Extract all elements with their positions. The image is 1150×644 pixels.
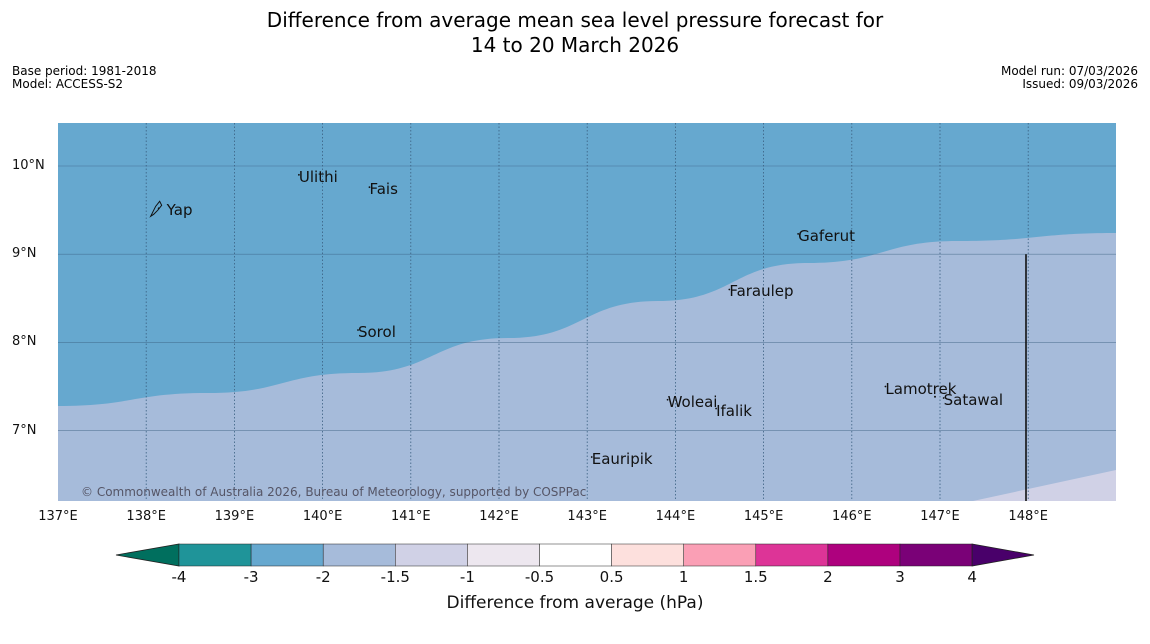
island-marker-sorol	[357, 329, 359, 331]
colorbar-segment-5	[539, 543, 612, 567]
colorbar-tick-label: 1	[678, 568, 689, 586]
model-run: Model run: 07/03/2026	[1000, 64, 1138, 78]
colorbar-segment-9	[827, 543, 901, 567]
lon-tick-label: 141°E	[391, 509, 431, 524]
colorbar-segment-3	[395, 543, 468, 567]
place-label-ulithi: Ulithi	[298, 167, 338, 186]
colorbar-segment-1	[250, 543, 324, 567]
island-marker-eauripik	[590, 456, 593, 458]
colorbar-extend-high	[971, 543, 1035, 567]
colorbar-tick-label: -4	[171, 568, 187, 586]
colorbar-tick-label: -1	[459, 568, 475, 586]
model-name: Model: ACCESS-S2	[12, 77, 124, 91]
colorbar	[115, 543, 1035, 567]
islet-marker	[934, 395, 936, 398]
place-label-lamotrek: Lamotrek	[885, 379, 957, 398]
issued-date: Issued: 09/03/2026	[1022, 77, 1138, 91]
island-marker-gaferut	[797, 233, 800, 235]
island-marker-faraulep	[728, 288, 731, 291]
yap-island	[149, 200, 163, 218]
place-label-satawal: Satawal	[943, 390, 1004, 409]
colorbar-tick-label: 1.5	[743, 568, 768, 586]
lat-tick-label: 9°N	[12, 246, 37, 262]
place-label-sorol: Sorol	[357, 323, 396, 342]
lon-tick-label: 148°E	[1008, 509, 1048, 524]
island-marker-ifalik	[715, 407, 717, 410]
colorbar-segment-2	[322, 543, 396, 567]
metadata-left: Base period: 1981-2018 Model: ACCESS-S2	[12, 65, 157, 91]
colorbar-title: Difference from average (hPa)	[446, 593, 704, 613]
base-period: Base period: 1981-2018	[12, 64, 157, 78]
place-label-ifalik: Ifalik	[716, 401, 752, 420]
colorbar-segment-0	[178, 543, 252, 567]
colorbar-tick-label: -0.5	[524, 568, 555, 586]
island-marker-satawal	[942, 397, 945, 399]
contour-band-minus2	[58, 233, 1116, 501]
title-line-1: Difference from average mean sea level p…	[266, 8, 884, 32]
place-label-eauripik: Eauripik	[591, 450, 653, 469]
colorbar-tick-label: 2	[823, 568, 833, 586]
metadata-right: Model run: 07/03/2026 Issued: 09/03/2026	[1001, 65, 1138, 91]
lon-tick-label: 139°E	[214, 509, 255, 524]
copyright-notice: © Commonwealth of Australia 2026, Bureau…	[81, 485, 587, 499]
lat-tick-label: 8°N	[12, 334, 37, 350]
colorbar-segment-10	[899, 543, 973, 567]
map-canvas	[58, 123, 1116, 501]
colorbar-tick-label: -3	[243, 568, 259, 586]
lon-tick-label: 137°E	[38, 509, 78, 524]
title-line-2: 14 to 20 March 2026	[470, 33, 680, 57]
contour-band-minus1-5	[973, 470, 1116, 501]
colorbar-tick-label: -1.5	[380, 568, 410, 586]
colorbar-segment-7	[683, 543, 757, 567]
colorbar-segment-4	[467, 543, 540, 567]
colorbar-extend-low	[115, 543, 180, 567]
lon-tick-label: 144°E	[655, 509, 696, 524]
map-panel[interactable]: © Commonwealth of Australia 2026, Bureau…	[58, 123, 1116, 501]
lat-tick-label: 10°N	[12, 158, 45, 173]
island-marker-lamotrek	[884, 385, 887, 388]
place-label-faraulep: Faraulep	[729, 282, 794, 301]
lon-tick-label: 142°E	[479, 509, 519, 524]
colorbar-tick-label: 3	[895, 568, 905, 586]
lon-tick-label: 146°E	[832, 509, 872, 524]
lon-tick-label: 140°E	[302, 509, 343, 524]
island-marker-woleai	[666, 398, 669, 401]
island-marker-ulithi	[298, 173, 300, 176]
island-marker-fais	[368, 186, 371, 189]
lon-tick-label: 147°E	[920, 509, 960, 524]
colorbar-segment-8	[755, 543, 829, 567]
island-marker-yap	[157, 207, 160, 210]
colorbar-tick-label: 4	[967, 568, 977, 586]
place-label-yap: Yap	[166, 201, 193, 220]
chart-title: Difference from average mean sea level p…	[0, 8, 1150, 58]
lat-tick-label: 7°N	[12, 422, 37, 438]
colorbar-segment-6	[611, 543, 684, 567]
lon-tick-label: 138°E	[126, 509, 166, 524]
colorbar-tick-label: -2	[315, 568, 331, 586]
colorbar-tick-label: 0.5	[599, 568, 624, 586]
place-label-woleai: Woleai	[667, 392, 718, 411]
place-label-gaferut: Gaferut	[798, 226, 855, 245]
lon-tick-label: 143°E	[567, 509, 607, 524]
place-label-fais: Fais	[369, 180, 398, 199]
lon-tick-label: 145°E	[743, 509, 784, 524]
